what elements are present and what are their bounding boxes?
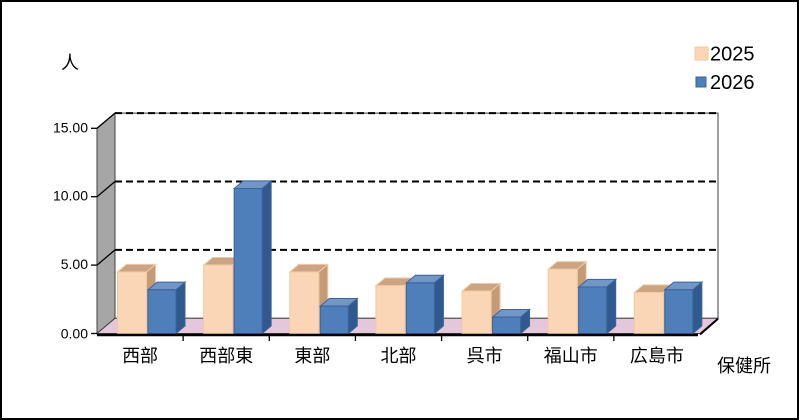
bar-front-face <box>289 271 320 335</box>
gridline-wall-segment-15 <box>96 112 116 129</box>
category-label-呉市: 呉市 <box>467 346 503 366</box>
legend-label-2026: 2026 <box>710 72 755 94</box>
bar-side-face <box>692 281 703 335</box>
bar-front-face <box>664 289 694 334</box>
category-label-北部: 北部 <box>381 346 417 366</box>
bar-front-face <box>492 316 522 335</box>
y-tick-label-5: 5.00 <box>61 256 88 272</box>
bar-side-face <box>433 274 444 335</box>
bar-front-face <box>547 268 578 335</box>
category-label-西部: 西部 <box>122 346 158 366</box>
legend-item-2025: 2025 <box>694 44 755 66</box>
plot-area: 0.00 5.00 10.00 15.00 西部 西部東 東部 北部 呉市 福山市 広島市 <box>53 112 720 366</box>
bar-2026-西部 <box>146 281 187 335</box>
bar-front-face <box>633 291 664 334</box>
category-label-東部: 東部 <box>294 346 330 366</box>
gridline-wall-segment-5 <box>96 249 116 266</box>
floor-right-edge <box>699 318 719 336</box>
legend-item-2026: 2026 <box>695 72 755 94</box>
category-label-福山市: 福山市 <box>544 346 598 366</box>
bar-2026-東部 <box>318 297 359 335</box>
bar-front-face <box>578 286 608 335</box>
y-tick-label-10: 10.00 <box>53 188 88 204</box>
bar-2026-北部 <box>405 274 445 335</box>
bar-2026-呉市 <box>491 308 531 335</box>
bar-front-face <box>461 290 492 335</box>
left-wall <box>96 112 116 335</box>
legend-label-2025: 2025 <box>710 44 755 66</box>
bar-2026-広島市 <box>663 281 704 335</box>
bar-front-face <box>405 282 435 335</box>
y-tick-label-15: 15.00 <box>53 119 88 135</box>
category-label-西部東: 西部東 <box>199 346 253 366</box>
gridline-wall-segment-10 <box>96 181 116 198</box>
bar-side-face <box>175 281 186 335</box>
y-axis-title: 人 <box>61 53 79 73</box>
legend-swatch-2026 <box>695 76 707 88</box>
x-axis-title: 保健所 <box>717 356 771 376</box>
bar-2026-福山市 <box>577 278 618 335</box>
legend: 2025 2026 <box>694 44 755 94</box>
bar-front-face <box>147 289 177 334</box>
bar-front-face <box>233 187 263 334</box>
bar-side-face <box>261 179 272 335</box>
legend-swatch-2025 <box>694 46 709 61</box>
category-label-広島市: 広島市 <box>630 346 684 366</box>
bar-front-face <box>319 305 349 335</box>
bar-front-face <box>203 264 234 335</box>
bar-front-face <box>375 285 406 334</box>
y-tick-label-0: 0.00 <box>61 326 88 342</box>
bar-front-face <box>117 271 147 335</box>
bar-2026-西部東 <box>232 179 273 335</box>
bar-side-face <box>606 278 617 335</box>
